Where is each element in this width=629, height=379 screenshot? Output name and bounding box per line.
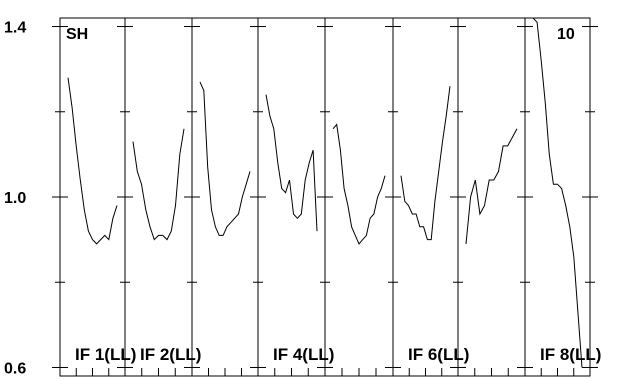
- corner-label-left: SH: [66, 26, 88, 43]
- data-series: [67, 17, 583, 368]
- axis-ticks: [52, 26, 598, 376]
- series-line-panel-5: [332, 123, 386, 245]
- series-line-panel-7: [465, 128, 518, 244]
- corner-label-right: 10: [557, 26, 575, 43]
- panel-label: IF 1(LL): [75, 345, 136, 364]
- panel-label: IF 8(LL): [540, 345, 601, 364]
- panel-label: IF 2(LL): [140, 345, 201, 364]
- panel-label: IF 6(LL): [408, 345, 469, 364]
- series-line-panel-1: [67, 77, 118, 245]
- series-line-panel-2: [132, 128, 185, 241]
- series-line-panel-3: [199, 81, 251, 236]
- y-tick-label: 1.0: [4, 190, 26, 207]
- panel-labels: IF 1(LL) IF 2(LL) IF 4(LL) IF 6(LL) IF 8(LL): [75, 345, 601, 364]
- y-tick-label: 0.6: [4, 360, 26, 377]
- series-line-panel-8: [532, 17, 583, 368]
- y-tick-labels: 1.4 1.0 0.6: [4, 20, 26, 378]
- series-line-panel-4: [265, 94, 318, 232]
- panel-label: IF 4(LL): [273, 345, 334, 364]
- panel-dividers: [124, 18, 526, 376]
- y-tick-label: 1.4: [4, 20, 26, 37]
- series-line-panel-6: [400, 86, 451, 241]
